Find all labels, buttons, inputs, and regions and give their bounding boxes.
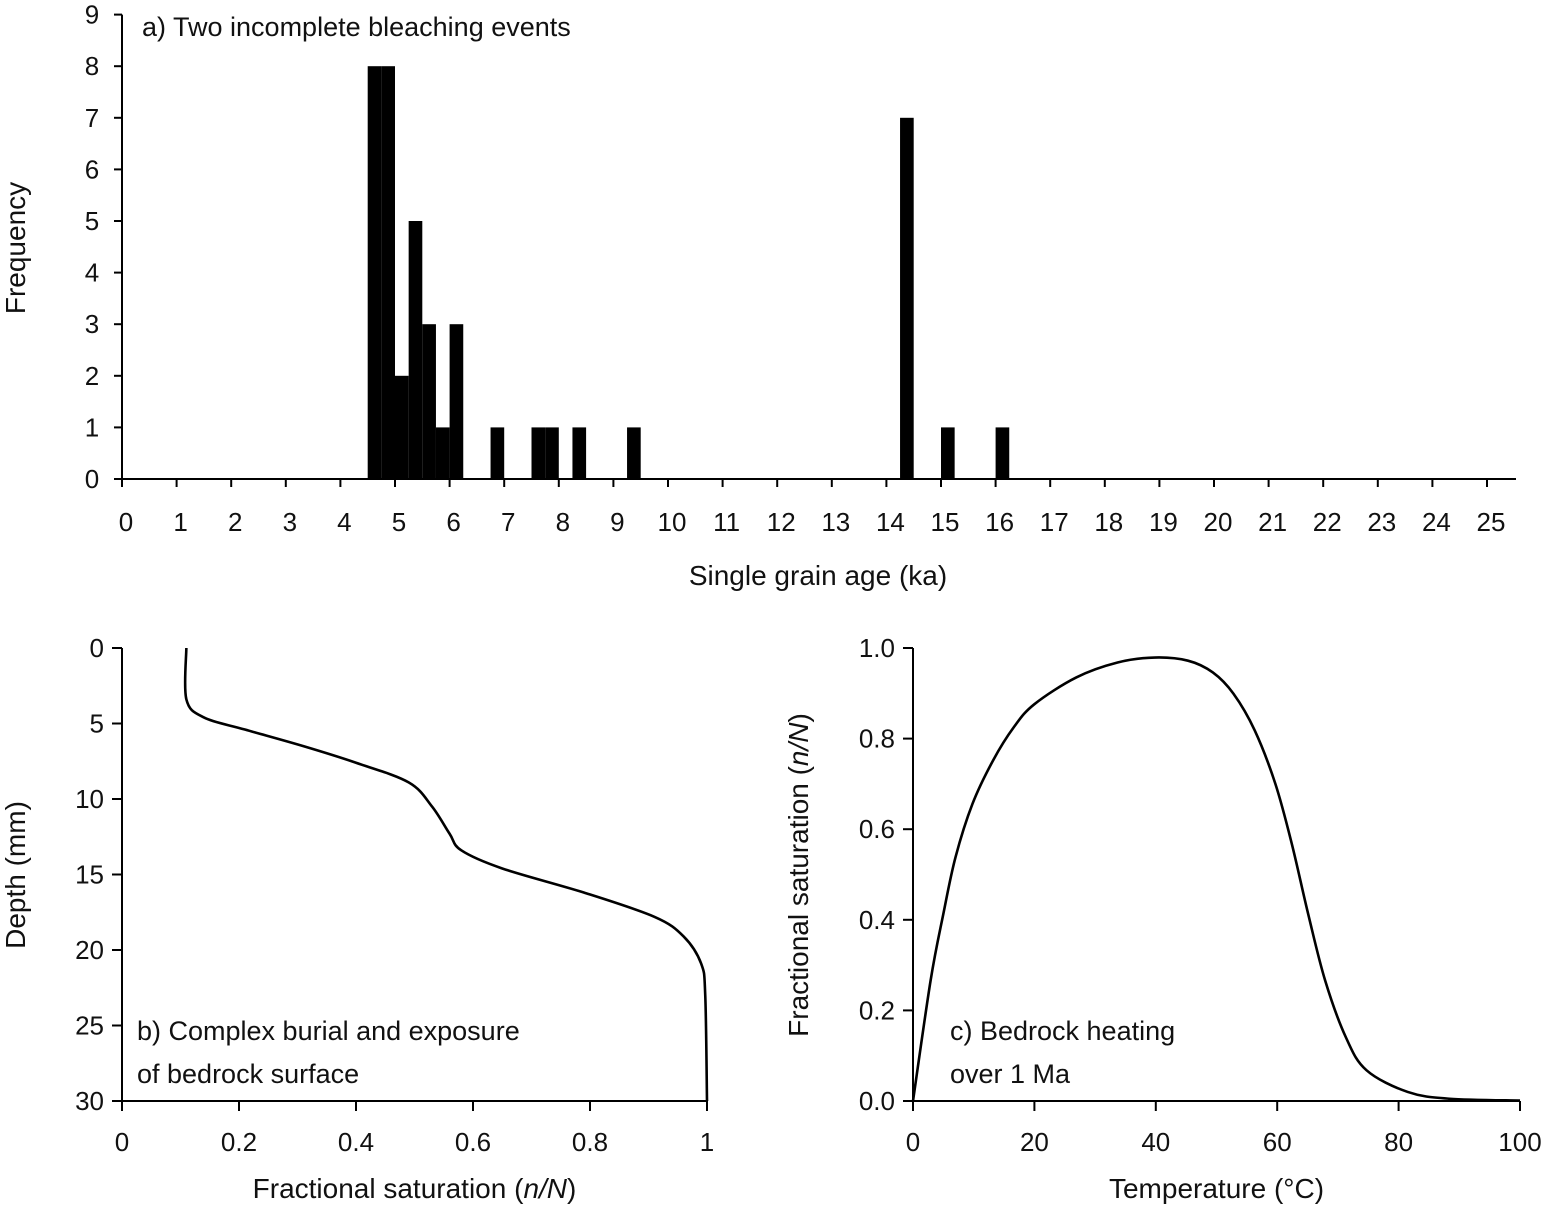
- y-tick-label: 30: [75, 1086, 104, 1116]
- x-tick-label: 6: [446, 507, 460, 537]
- y-tick-label: 10: [75, 784, 104, 814]
- data-line: [183, 647, 709, 1102]
- x-tick-label: 60: [1263, 1127, 1292, 1157]
- x-tick-label: 20: [1020, 1127, 1049, 1157]
- x-tick-label: 25: [1477, 507, 1506, 537]
- y-tick-label: 5: [85, 206, 99, 236]
- x-tick-label: 23: [1367, 507, 1396, 537]
- panel-title-line: c) Bedrock heating: [950, 1016, 1175, 1046]
- x-tick-label: 4: [337, 507, 351, 537]
- histogram-bar: [381, 66, 395, 479]
- x-tick-label: 20: [1204, 507, 1233, 537]
- y-axis-title: Frequency: [0, 182, 31, 314]
- histogram-bar: [627, 427, 641, 479]
- x-axis-title: Single grain age (ka): [689, 560, 947, 591]
- y-axis-title: Fractional saturation (n/N): [783, 713, 814, 1037]
- histogram-bar: [572, 427, 587, 479]
- x-axis-title: Fractional saturation (n/N): [253, 1173, 577, 1204]
- x-tick-label: 11: [713, 507, 740, 537]
- x-axis-title: Temperature (°C): [1109, 1173, 1324, 1204]
- x-tick-label: 1: [173, 507, 187, 537]
- x-tick-label: 1: [700, 1127, 714, 1157]
- x-tick-label: 2: [228, 507, 242, 537]
- y-tick-label: 3: [85, 309, 99, 339]
- histogram-bar: [449, 324, 464, 479]
- y-tick-label: 9: [85, 0, 99, 30]
- x-tick-label: 17: [1040, 507, 1069, 537]
- x-tick-label: 0.8: [572, 1127, 608, 1157]
- y-axis-title: Depth (mm): [0, 801, 31, 949]
- x-tick-label: 100: [1498, 1127, 1541, 1157]
- x-tick-label: 18: [1094, 507, 1123, 537]
- panel-c-heating-curve: 0 20 40 60 80 100 0.0 0.2 0.4 0.6 0.8 1.0 c) Bedrock…: [783, 633, 1542, 1204]
- y-tick-label: 0: [85, 464, 99, 494]
- y-tick-label: 0.0: [859, 1086, 895, 1116]
- y-tick-label: 15: [75, 860, 104, 890]
- x-tick-label: 40: [1141, 1127, 1170, 1157]
- y-tick-label: 8: [85, 51, 99, 81]
- histogram-bar: [422, 324, 436, 479]
- x-tick-label: 19: [1149, 507, 1178, 537]
- histogram-bar: [408, 221, 423, 479]
- x-tick-label: 12: [767, 507, 796, 537]
- x-tick-label: 13: [821, 507, 850, 537]
- x-tick-label: 16: [985, 507, 1014, 537]
- y-tick-label: 1.0: [859, 633, 895, 663]
- histogram-bar: [435, 427, 450, 479]
- panel-a-histogram: 0 1 2 3 4 5 6 7 8 9 10 11 12 13 14 15 16 17 18 19 20 21 22 23 24…: [0, 0, 1516, 591]
- panel-title-line: of bedrock surface: [137, 1059, 359, 1089]
- y-tick-label: 0.6: [859, 814, 895, 844]
- y-tick-label: 0: [90, 633, 104, 663]
- panel-title: a) Two incomplete bleaching events: [142, 12, 571, 42]
- y-tick-label: 7: [85, 103, 99, 133]
- y-tick-label: 0.4: [859, 905, 895, 935]
- x-tick-label: 22: [1313, 507, 1342, 537]
- y-tick-label: 25: [75, 1011, 104, 1041]
- histogram-bar: [941, 427, 955, 479]
- y-tick-label: 5: [90, 709, 104, 739]
- histogram-bar: [531, 427, 546, 479]
- x-tick-label: 15: [931, 507, 960, 537]
- x-tick-label: 8: [556, 507, 570, 537]
- x-tick-label: 0.4: [338, 1127, 374, 1157]
- x-tick-label: 14: [876, 507, 905, 537]
- x-tick-label: 21: [1258, 507, 1287, 537]
- x-tick-label: 0: [115, 1127, 129, 1157]
- histogram-bar: [395, 375, 409, 479]
- x-tick-label: 7: [501, 507, 515, 537]
- histogram-bar: [367, 66, 382, 479]
- histogram-bar: [490, 427, 505, 479]
- y-tick-label: 4: [85, 258, 99, 288]
- histogram-bar: [545, 427, 559, 479]
- x-tick-label: 0.6: [455, 1127, 491, 1157]
- x-tick-label: 3: [283, 507, 297, 537]
- x-tick-label: 0.2: [221, 1127, 257, 1157]
- panel-title-line: over 1 Ma: [950, 1059, 1071, 1089]
- histogram-bar: [995, 427, 1010, 479]
- x-tick-label: 5: [392, 507, 406, 537]
- y-tick-label: 0.8: [859, 724, 895, 754]
- y-tick-label: 1: [85, 412, 99, 442]
- x-tick-label: 0: [906, 1127, 920, 1157]
- x-tick-label: 10: [658, 507, 687, 537]
- y-tick-label: 0.2: [859, 995, 895, 1025]
- y-tick-label: 20: [75, 935, 104, 965]
- panel-title-line: b) Complex burial and exposure: [137, 1016, 520, 1046]
- x-tick-label: 9: [610, 507, 624, 537]
- y-tick-label: 6: [85, 154, 99, 184]
- x-tick-label: 0: [119, 507, 133, 537]
- x-tick-label: 80: [1384, 1127, 1413, 1157]
- histogram-bar: [900, 117, 914, 480]
- data-line: [911, 656, 1521, 1102]
- x-tick-label: 24: [1422, 507, 1451, 537]
- y-tick-label: 2: [85, 361, 99, 391]
